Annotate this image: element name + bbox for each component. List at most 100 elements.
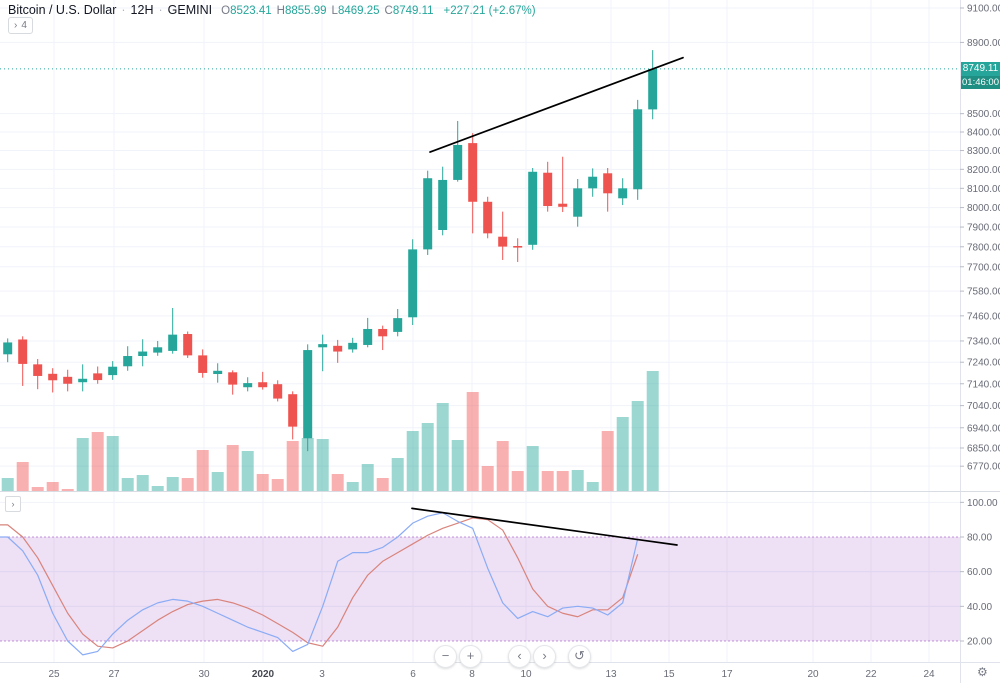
volume-bars-layer: [1, 371, 659, 491]
candle-body: [303, 350, 313, 439]
volume-bar: [496, 441, 509, 491]
hidden-indicator-count: 4: [21, 20, 27, 31]
axis-tick-label: 6770.00: [967, 462, 1000, 473]
candle-body: [258, 382, 268, 388]
volume-bar: [451, 440, 464, 491]
chevron-right-icon: ›: [14, 20, 18, 31]
stochastic-lines-layer: [0, 512, 639, 656]
candle-body: [228, 372, 238, 385]
candle-body: [168, 334, 178, 351]
volume-bar: [346, 482, 359, 491]
volume-bar: [481, 466, 494, 491]
volume-bar: [181, 478, 194, 491]
volume-bar: [361, 464, 374, 491]
candle-body: [408, 249, 418, 318]
candle-body: [318, 344, 328, 348]
scroll-left-button[interactable]: ‹: [508, 645, 531, 668]
axis-tick-label: 7460.00: [967, 311, 1000, 322]
axis-tick-label: 7900.00: [967, 223, 1000, 234]
chart-nav-toolbar: − + ‹ › ↺: [434, 645, 591, 668]
axis-tick-label: 80.00: [967, 533, 992, 544]
gridlines: [0, 0, 960, 662]
axis-tick-label: 6: [410, 669, 416, 680]
axis-tick-label: 7700.00: [967, 262, 1000, 273]
time-axis-settings-gear-icon[interactable]: ⚙: [977, 665, 988, 679]
volume-bar: [571, 470, 584, 491]
interval-label[interactable]: 12H: [130, 3, 154, 17]
zoom-in-button[interactable]: +: [459, 645, 482, 668]
stoch-trendline[interactable]: [411, 507, 678, 546]
volume-bar: [76, 438, 89, 491]
candle-body: [78, 378, 88, 383]
high-prefix: H: [276, 5, 285, 17]
candle-body: [243, 383, 253, 388]
volume-bar: [256, 474, 269, 491]
candle-body: [348, 342, 358, 350]
price-trendline[interactable]: [429, 56, 684, 153]
axis-tick-label: 20: [807, 669, 819, 680]
stoch-overbought-oversold-band: [0, 536, 960, 642]
volume-bar: [631, 401, 644, 491]
candle-body: [498, 236, 508, 247]
legend-collapse-button[interactable]: › 4: [8, 17, 33, 34]
candle-body: [603, 173, 613, 194]
candle-body: [558, 203, 568, 207]
candle-body: [18, 339, 28, 364]
axis-tick-label: 13: [605, 669, 617, 680]
zoom-out-button[interactable]: −: [434, 645, 457, 668]
axis-tick-label: 7800.00: [967, 242, 1000, 253]
volume-bar: [316, 439, 329, 491]
bar-countdown-label: 01:46:00: [961, 76, 1000, 89]
volume-bar: [106, 436, 119, 491]
axis-tick-label: 9100.00: [967, 4, 1000, 15]
axis-tick-label: 3: [319, 669, 325, 680]
axis-tick-label: 6940.00: [967, 423, 1000, 434]
axis-tick-label: 20.00: [967, 637, 992, 648]
symbol-legend[interactable]: Bitcoin / U.S. Dollar · 12H · GEMINI O85…: [8, 3, 536, 17]
axis-tick-label: 8200.00: [967, 165, 1000, 176]
volume-bar: [211, 472, 224, 491]
separator-dot: ·: [121, 3, 126, 17]
axis-tick-label: 60.00: [967, 567, 992, 578]
candle-body: [198, 355, 208, 373]
change-value: +227.21 (+2.67%): [443, 5, 536, 17]
candle-body: [3, 342, 13, 355]
axis-tick-label: 27: [108, 669, 120, 680]
axis-tick-label: 8: [469, 669, 475, 680]
stoch-pane-collapse-button[interactable]: ›: [5, 496, 21, 512]
candle-body: [48, 373, 58, 381]
volume-bar: [16, 462, 29, 491]
axis-tick-label: 10: [520, 669, 532, 680]
low-prefix: L: [331, 5, 338, 17]
axis-tick-label: 8500.00: [967, 109, 1000, 120]
candle-body: [468, 143, 478, 202]
candle-body: [63, 376, 73, 384]
axis-tick-label: 7340.00: [967, 336, 1000, 347]
candle-body: [123, 356, 133, 367]
volume-bar: [541, 471, 554, 491]
stoch-d-line: [0, 517, 639, 649]
axis-tick-label: 7580.00: [967, 287, 1000, 298]
trendline-drawings[interactable]: [411, 56, 684, 546]
candle-body: [93, 373, 103, 381]
reset-view-button[interactable]: ↺: [568, 645, 591, 668]
axis-tick-label: 8900.00: [967, 38, 1000, 49]
candle-body: [33, 364, 43, 376]
separator-dot: ·: [158, 3, 163, 17]
exchange-label: GEMINI: [167, 3, 213, 17]
volume-bar: [406, 431, 419, 491]
volume-bar: [226, 445, 239, 491]
low-value: 8469.25: [337, 5, 380, 17]
scroll-right-button[interactable]: ›: [533, 645, 556, 668]
candle-body: [378, 328, 388, 337]
candle-body: [273, 384, 283, 399]
candle-body: [183, 334, 193, 356]
axis-tick-label: 7040.00: [967, 401, 1000, 412]
axis-tick-label: 8400.00: [967, 127, 1000, 138]
candle-body: [393, 318, 403, 332]
volume-bar: [196, 450, 209, 491]
volume-bar: [271, 479, 284, 491]
ohlc-values: O8523.41 H8855.99 L8469.25 C8749.11: [221, 5, 438, 17]
